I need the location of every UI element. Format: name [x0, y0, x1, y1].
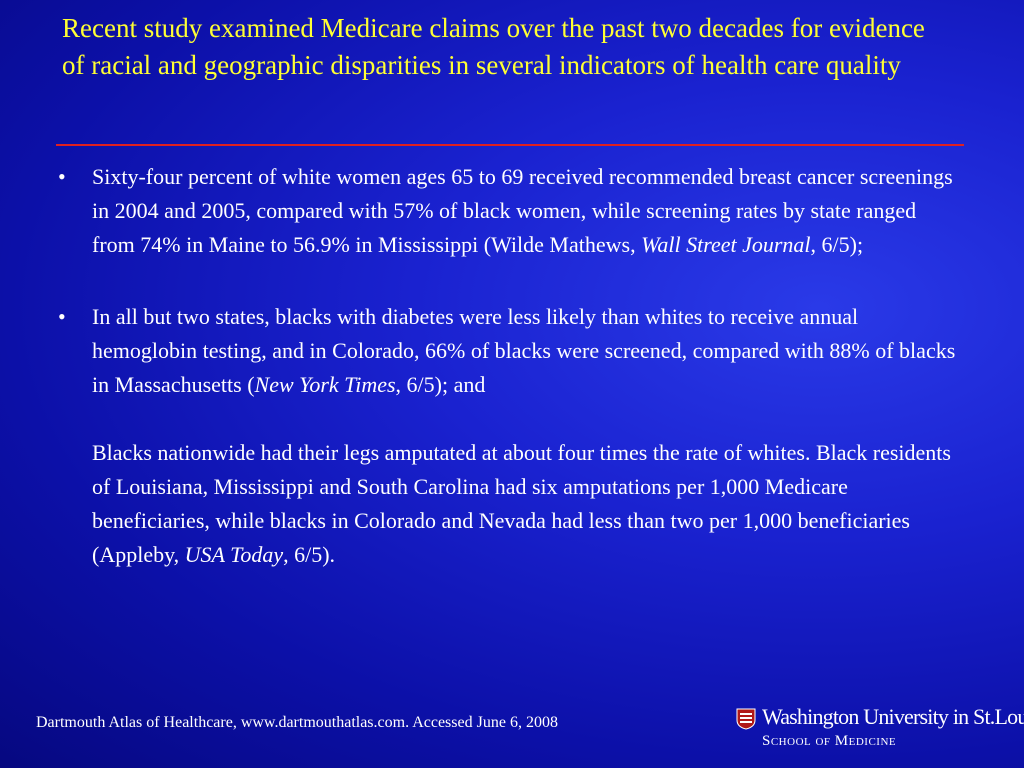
university-logo: Washington University in St.Louis School… — [736, 704, 1024, 754]
bullet-item-hemoglobin-testing: • In all but two states, blacks with dia… — [58, 300, 958, 402]
university-seal-icon — [736, 708, 756, 730]
paragraph-text: Blacks nationwide had their legs amputat… — [92, 440, 951, 567]
bullet-source: Wall Street Journal — [641, 232, 811, 257]
bullet-source: New York Times — [254, 372, 396, 397]
paragraph-source: USA Today — [184, 542, 284, 567]
logo-university-name: Washington University in St.Louis — [762, 704, 1024, 729]
bullet-text: In all but two states, blacks with diabe… — [92, 304, 956, 397]
slide-title: Recent study examined Medicare claims ov… — [62, 13, 925, 80]
bullet-item-breast-screening: • Sixty-four percent of white women ages… — [58, 160, 958, 262]
title-divider — [56, 144, 964, 146]
bullet-icon: • — [58, 164, 66, 189]
bullet-tail: , 6/5); and — [395, 372, 486, 397]
footer-citation: Dartmouth Atlas of Healthcare, www.dartm… — [36, 714, 558, 731]
logo-school-name: School of Medicine — [762, 733, 897, 749]
bullet-tail: , 6/5); — [810, 232, 864, 257]
paragraph-tail: , 6/5). — [283, 542, 336, 567]
bullet-text: Sixty-four percent of white women ages 6… — [92, 164, 953, 257]
amputation-paragraph: Blacks nationwide had their legs amputat… — [58, 436, 958, 572]
bullet-icon: • — [58, 304, 66, 329]
slide-body: • Sixty-four percent of white women ages… — [58, 160, 958, 572]
